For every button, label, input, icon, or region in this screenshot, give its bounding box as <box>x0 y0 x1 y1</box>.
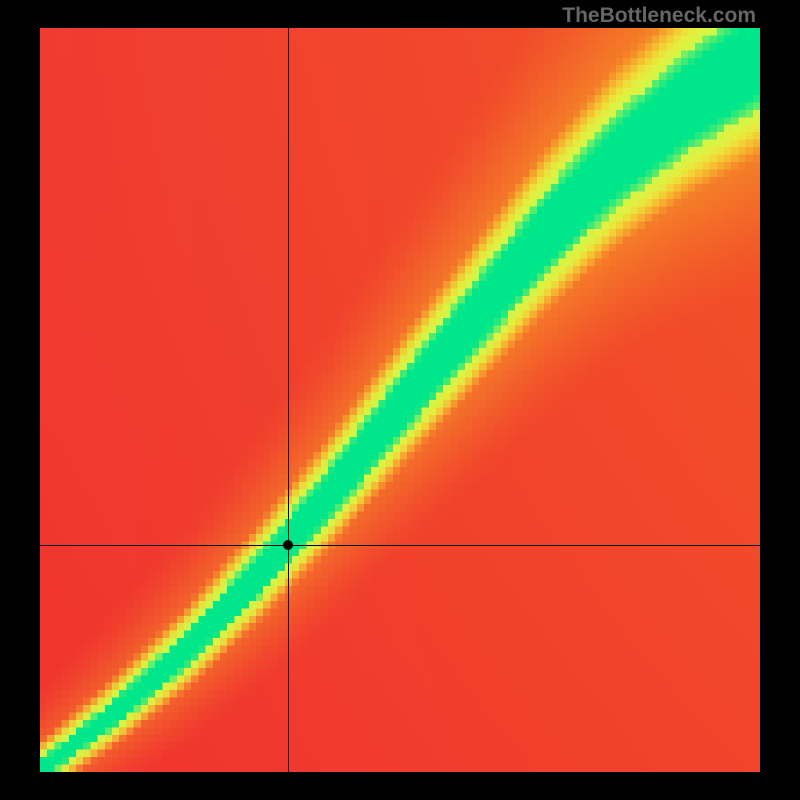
crosshair-horizontal <box>40 545 760 546</box>
chart-frame <box>40 28 760 772</box>
crosshair-vertical <box>288 28 289 772</box>
bottleneck-heatmap <box>40 28 760 772</box>
data-point-marker <box>283 540 293 550</box>
watermark-text: TheBottleneck.com <box>562 4 756 28</box>
